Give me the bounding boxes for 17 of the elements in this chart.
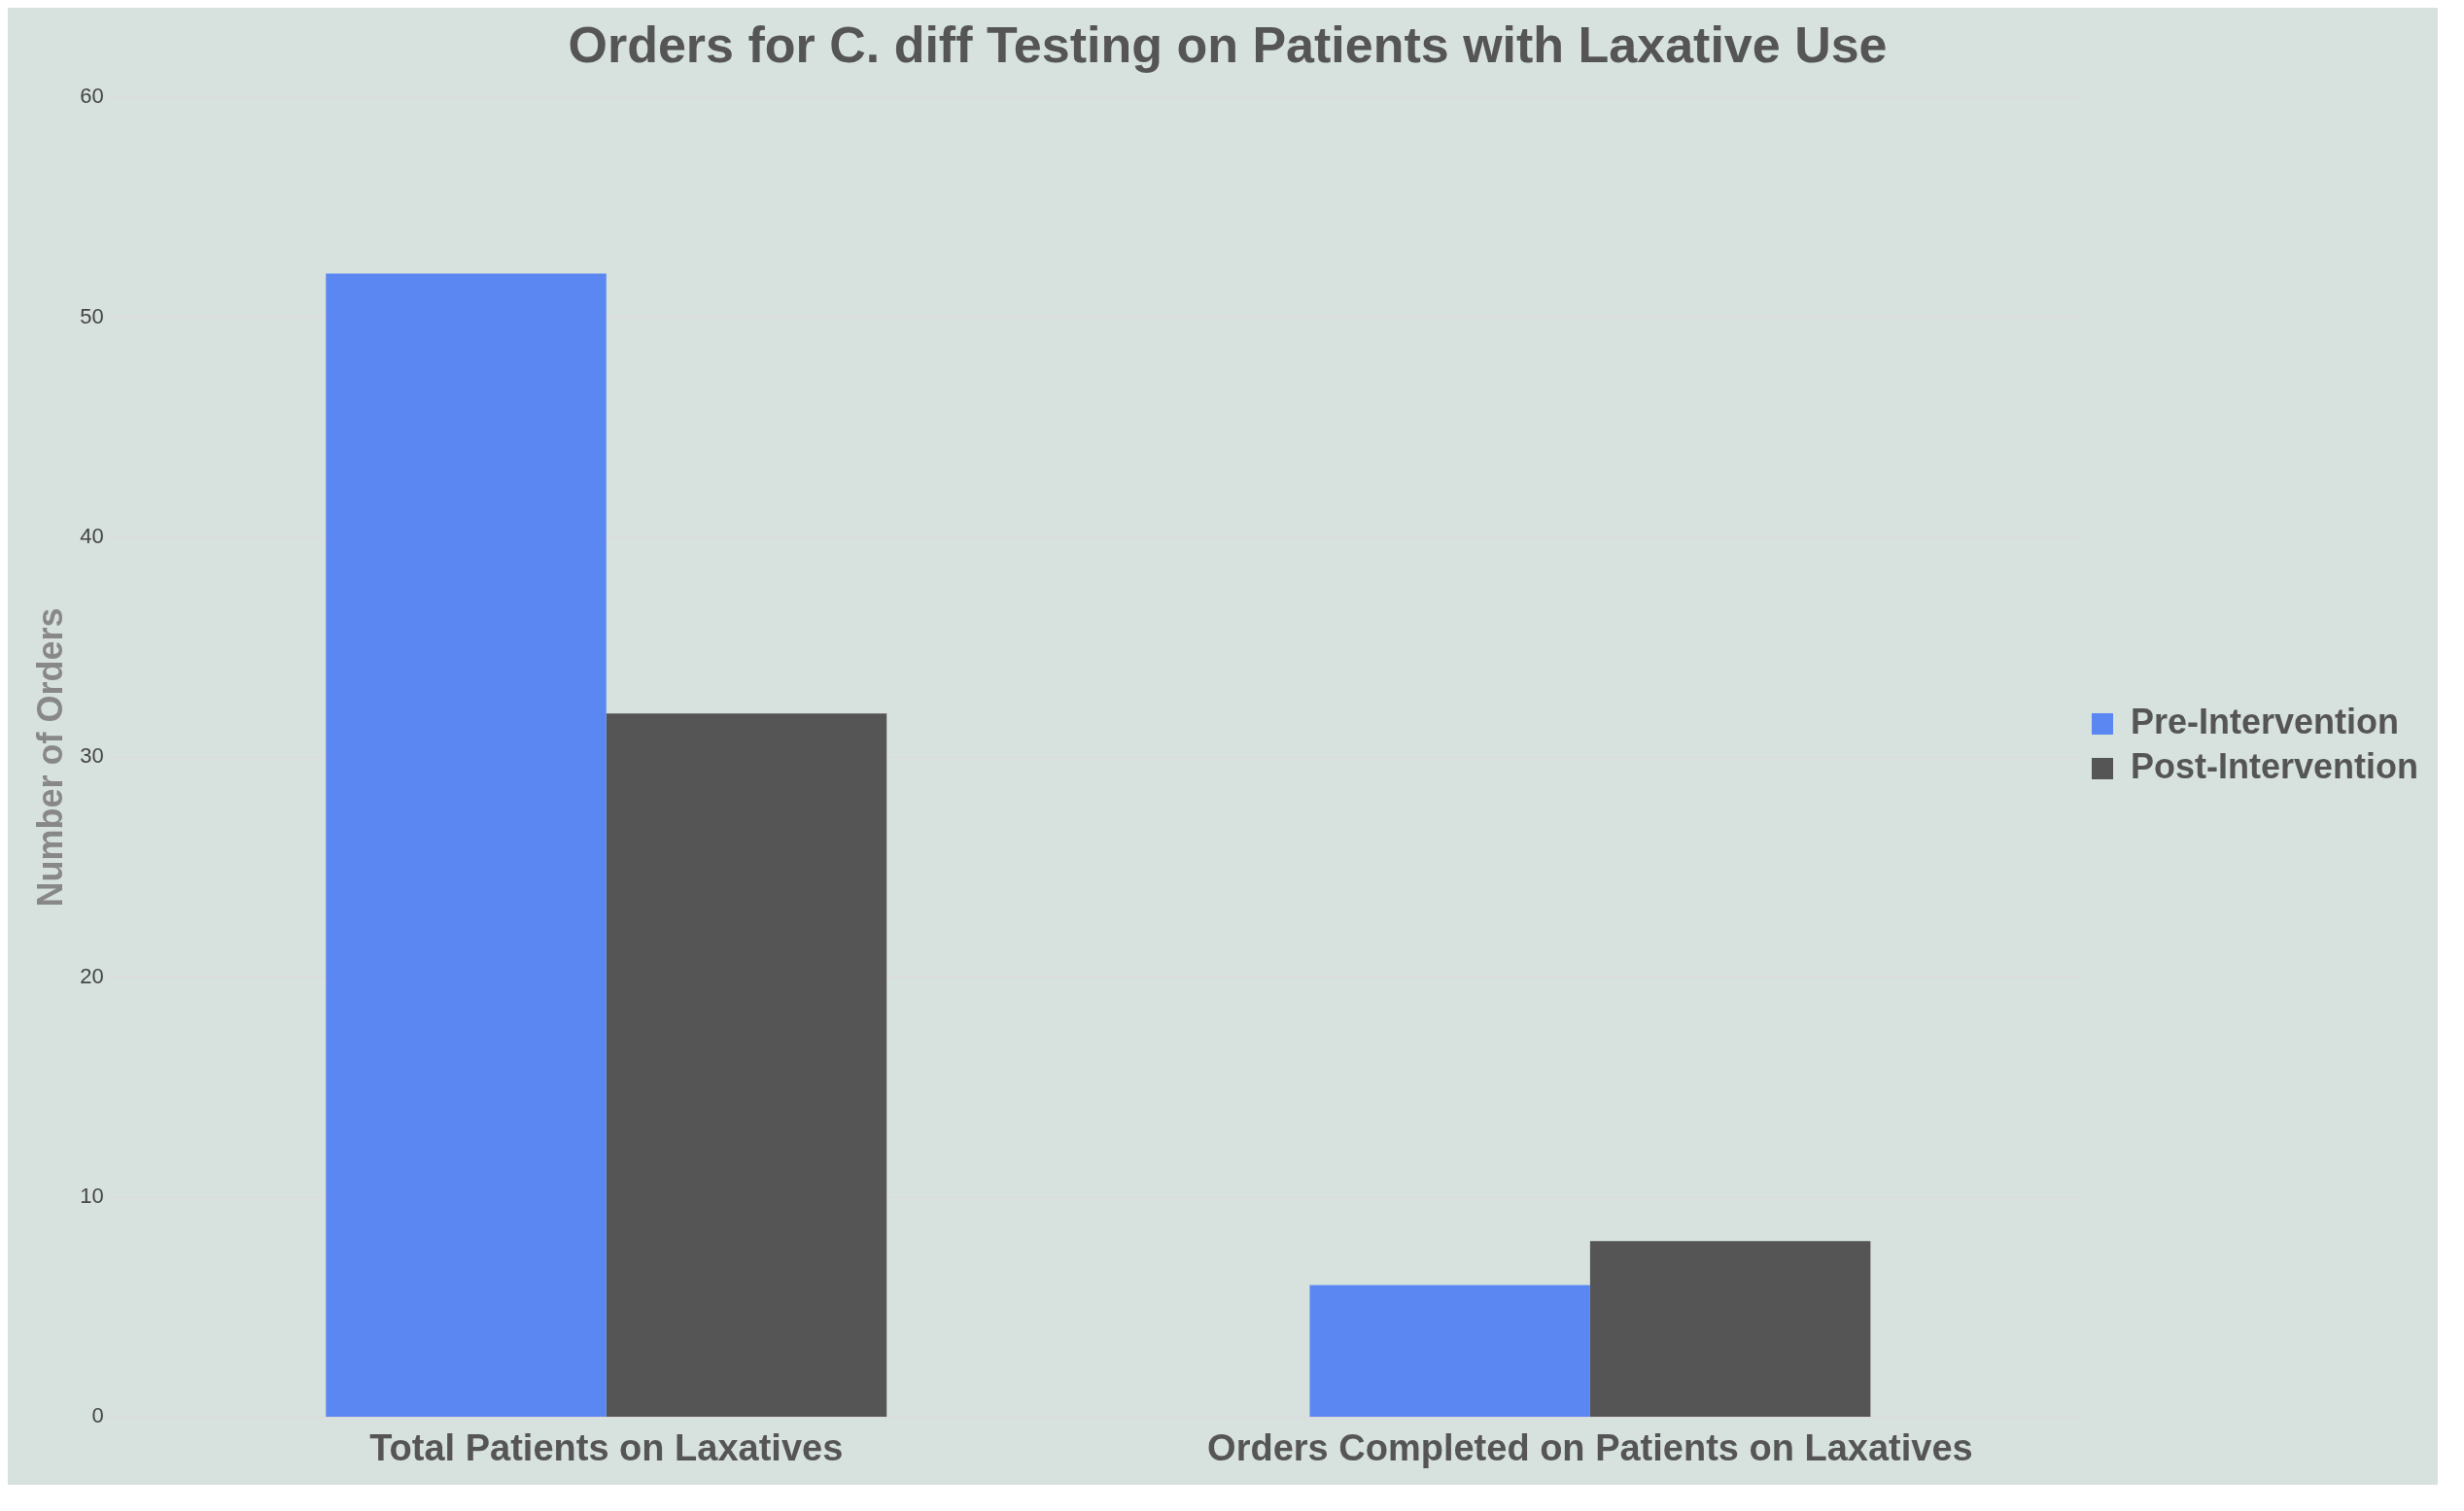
bar [1309,1285,1590,1417]
bar [326,273,607,1417]
y-tick-label: 50 [80,303,104,328]
legend-label: Post-Intervention [2130,745,2418,786]
y-tick-label: 30 [80,743,104,769]
legend-label: Pre-Intervention [2130,701,2400,741]
x-tick-label: Orders Completed on Patients on Laxatives [1207,1426,1973,1468]
y-tick-label: 20 [80,963,104,988]
y-tick-label: 10 [80,1184,104,1209]
y-axis-title: Number of Orders [29,607,70,908]
chart-title: Orders for C. diff Testing on Patients with Laxative Use [568,16,1888,73]
x-tick-label: Total Patients on Laxatives [369,1426,844,1468]
bar [606,713,887,1417]
bar [1589,1241,1871,1417]
y-tick-label: 0 [91,1403,104,1428]
y-tick-label: 40 [80,524,104,549]
y-tick-label: 60 [80,84,104,109]
